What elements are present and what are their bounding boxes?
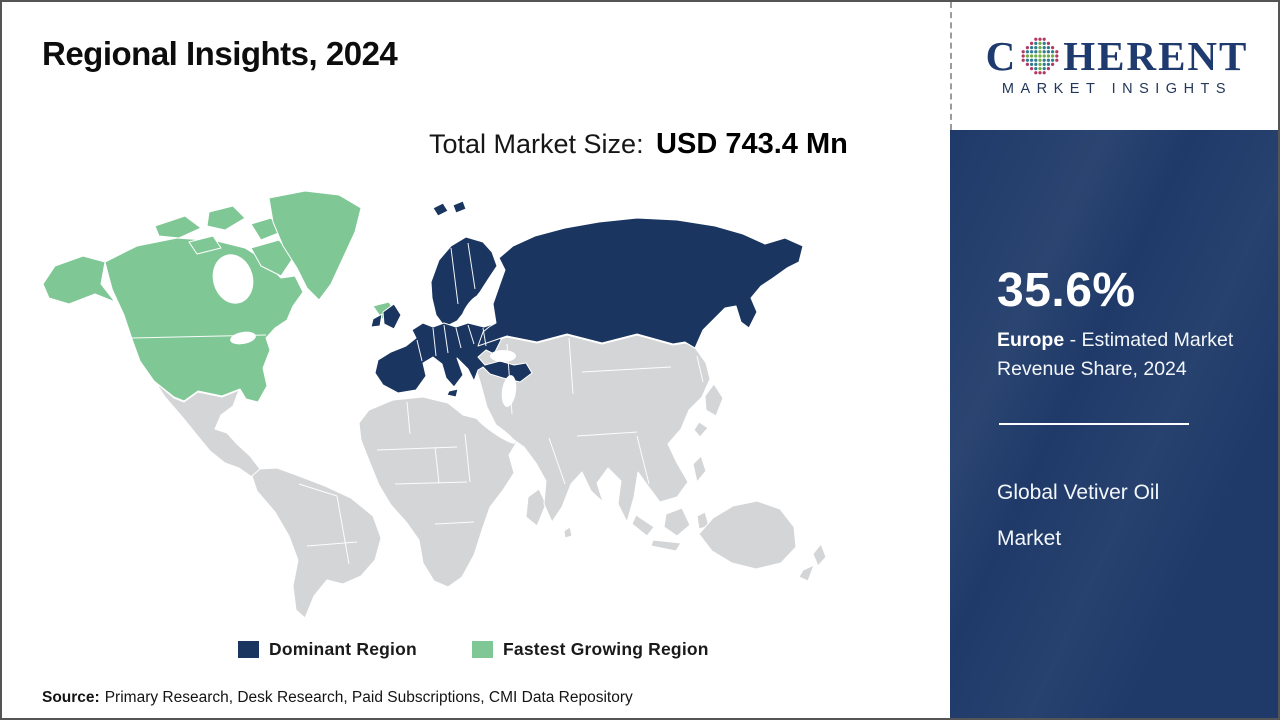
baffin-island — [250, 239, 294, 277]
hudson-bay — [212, 254, 254, 304]
brand-wordmark: C HERENT — [986, 35, 1249, 77]
greenland — [268, 190, 362, 301]
market-name-line2: Market — [997, 527, 1062, 550]
philippines — [692, 455, 707, 483]
region-share-description: Europe - Estimated Market Revenue Share,… — [997, 326, 1252, 384]
black-sea — [490, 350, 516, 362]
svalbard — [432, 202, 449, 217]
source-text: Primary Research, Desk Research, Paid Su… — [104, 689, 633, 706]
united-kingdom — [382, 303, 402, 330]
mexico-central-america — [155, 382, 261, 478]
region-europe-dominant — [370, 200, 804, 398]
madagascar — [525, 488, 547, 527]
borneo — [663, 507, 691, 537]
world-map — [42, 190, 827, 619]
caspian-sea — [501, 375, 517, 407]
new-zealand — [812, 543, 827, 567]
legend-label-fastest-growing: Fastest Growing Region — [503, 639, 709, 659]
ireland — [370, 313, 383, 328]
source-line: Source: Primary Research, Desk Research, … — [42, 689, 633, 707]
market-size-value: USD 743.4 Mn — [656, 128, 848, 160]
region-rest-of-world — [155, 334, 827, 619]
page-title: Regional Insights, 2024 — [42, 35, 398, 72]
scandinavia — [430, 236, 498, 328]
sumatra — [631, 514, 655, 537]
legend-item-fastest-growing: Fastest Growing Region — [472, 639, 709, 660]
south-america — [251, 467, 382, 619]
great-lakes — [230, 331, 256, 345]
brand-prefix: C — [985, 32, 1018, 79]
logo-globe-dots — [1021, 37, 1059, 75]
legend-label-dominant: Dominant Region — [269, 639, 417, 659]
africa — [358, 396, 519, 588]
java — [650, 539, 682, 552]
total-market-size: Total Market Size: USD 743.4 Mn — [429, 128, 848, 161]
brand-suffix: HERENT — [1063, 32, 1249, 79]
market-name: Global Vetiver Oil Market — [997, 470, 1159, 562]
region-north-america — [42, 190, 396, 403]
red-sea — [474, 414, 516, 444]
japan — [704, 383, 724, 417]
sidebar-panel: 35.6% Europe - Estimated Market Revenue … — [950, 130, 1278, 718]
region-description: - Estimated Market Revenue Share, 2024 — [997, 329, 1234, 380]
inland-seas — [212, 254, 517, 444]
baltic-sea — [461, 295, 481, 321]
asia — [474, 334, 711, 523]
source-label: Source: — [42, 689, 100, 706]
divider-line — [999, 423, 1189, 425]
brand-subtitle: MARKET INSIGHTS — [1001, 81, 1233, 97]
alaska — [42, 255, 116, 305]
legend-item-dominant: Dominant Region — [238, 639, 417, 660]
globe-dots-icon — [1021, 37, 1059, 75]
russia — [477, 217, 804, 349]
sicily — [446, 388, 459, 398]
brand-logo: C HERENT MARKET INSIGHTS — [950, 2, 1278, 130]
market-share-value: 35.6% — [997, 264, 1136, 317]
market-size-label: Total Market Size: — [429, 129, 644, 159]
sidebar: C HERENT MARKET INSIGHTS 35.6% Europe - … — [950, 2, 1278, 718]
region-name: Europe — [997, 329, 1065, 351]
sri-lanka — [563, 526, 573, 539]
legend-swatch-dominant — [238, 641, 259, 658]
country-borders — [104, 242, 704, 565]
market-name-line1: Global Vetiver Oil — [997, 481, 1160, 504]
legend-swatch-fastest-growing — [472, 641, 493, 658]
australia — [698, 500, 797, 570]
